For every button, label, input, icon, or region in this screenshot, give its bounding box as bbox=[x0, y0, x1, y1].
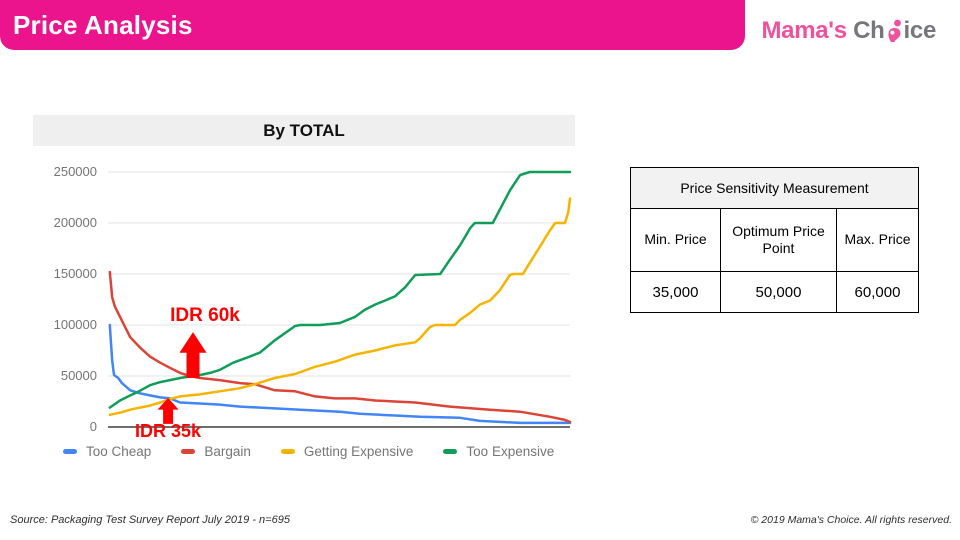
series-line-too-cheap bbox=[108, 323, 572, 425]
y-axis-tick-label: 100000 bbox=[53, 317, 97, 332]
chart-title: By TOTAL bbox=[33, 115, 575, 146]
annotation-idr-35k: IDR 35k bbox=[134, 421, 202, 441]
y-axis-tick-label: 0 bbox=[89, 419, 97, 434]
mama-baby-icon bbox=[887, 19, 901, 42]
mamas-choice-logo: Mama's Ch ice bbox=[761, 17, 936, 45]
legend-label: Too Cheap bbox=[86, 444, 152, 459]
legend-swatch bbox=[443, 449, 458, 454]
table-col-optimum-price-point: Optimum Price Point bbox=[720, 208, 837, 272]
footer-source: Source: Packaging Test Survey Report Jul… bbox=[10, 514, 290, 526]
y-axis-tick-label: 200000 bbox=[53, 215, 97, 230]
legend-label: Bargain bbox=[204, 444, 251, 459]
legend-item-getting-expensive: Getting Expensive bbox=[280, 444, 414, 459]
up-arrow-60k bbox=[179, 332, 207, 378]
footer-copyright: © 2019 Mama's Choice. All rights reserve… bbox=[750, 514, 952, 526]
y-axis-tick-label: 150000 bbox=[53, 266, 97, 281]
table-col-max-price: Max. Price bbox=[836, 208, 919, 272]
legend-swatch bbox=[280, 449, 295, 454]
series-line-getting-expensive bbox=[108, 197, 572, 417]
table-col-min-price: Min. Price bbox=[630, 208, 721, 272]
table-value-max-price: 60,000 bbox=[836, 271, 919, 313]
chart-card: By TOTAL 250000 200000 150000 100000 50000 0 … bbox=[33, 115, 575, 467]
legend-item-too-cheap: Too Cheap bbox=[63, 444, 151, 459]
logo-text-ice: ice bbox=[903, 17, 937, 44]
up-arrow-35k bbox=[157, 397, 179, 424]
legend-label: Too Expensive bbox=[466, 444, 555, 459]
logo-text-ch: Ch bbox=[853, 17, 885, 44]
price-sensitivity-chart bbox=[108, 170, 572, 428]
price-sensitivity-table: Price Sensitivity Measurement Min. Price… bbox=[630, 167, 919, 313]
legend-swatch bbox=[181, 449, 196, 454]
legend-swatch bbox=[63, 449, 77, 454]
table-value-min-price: 35,000 bbox=[630, 271, 721, 313]
annotation-idr-60k: IDR 60k bbox=[170, 305, 240, 326]
table-title: Price Sensitivity Measurement bbox=[630, 167, 919, 209]
legend-item-bargain: Bargain bbox=[181, 444, 251, 459]
legend-item-too-expensive: Too Expensive bbox=[443, 444, 554, 459]
series-line-too-expensive bbox=[108, 170, 572, 409]
series-line-bargain bbox=[108, 270, 572, 424]
logo-text-mamas: Mama's bbox=[761, 17, 854, 44]
header-bar: Price Analysis bbox=[0, 0, 745, 50]
page-title: Price Analysis bbox=[13, 10, 193, 40]
legend-label: Getting Expensive bbox=[303, 444, 414, 459]
table-value-optimum-price-point: 50,000 bbox=[720, 271, 837, 313]
y-axis-tick-label: 250000 bbox=[53, 164, 97, 179]
y-axis-tick-label: 50000 bbox=[60, 368, 97, 383]
chart-legend: Too Cheap Bargain Getting Expensive Too Exp… bbox=[63, 444, 554, 459]
y-axis: 250000 200000 150000 100000 50000 0 bbox=[33, 115, 97, 435]
